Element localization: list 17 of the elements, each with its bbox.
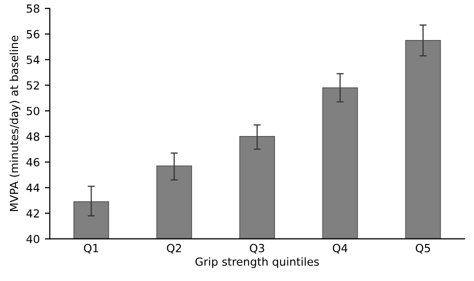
x-tick-label: Q5	[416, 244, 430, 254]
y-tick-label: 54	[26, 56, 40, 64]
x-tick-label: Q1	[84, 244, 98, 254]
y-tick-label: 42	[26, 209, 39, 218]
x-axis-title: Grip strength quintiles	[195, 257, 319, 268]
y-tick-label: 44	[26, 184, 40, 192]
y-axis-title: MVPA (minutes/day) at baseline	[10, 36, 20, 211]
y-tick-label: 48	[26, 132, 40, 141]
y-tick-label: 52	[26, 81, 39, 90]
y-tick-label: 56	[26, 30, 40, 38]
x-tick-label: Q3	[250, 244, 264, 254]
x-tick-label: Q2	[166, 244, 181, 254]
y-tick-label: 58	[26, 4, 40, 13]
x-tick-label: Q4	[332, 244, 348, 254]
y-tick-label: 46	[26, 158, 40, 166]
y-tick-label: 40	[26, 234, 40, 244]
y-tick-label: 50	[26, 106, 40, 116]
